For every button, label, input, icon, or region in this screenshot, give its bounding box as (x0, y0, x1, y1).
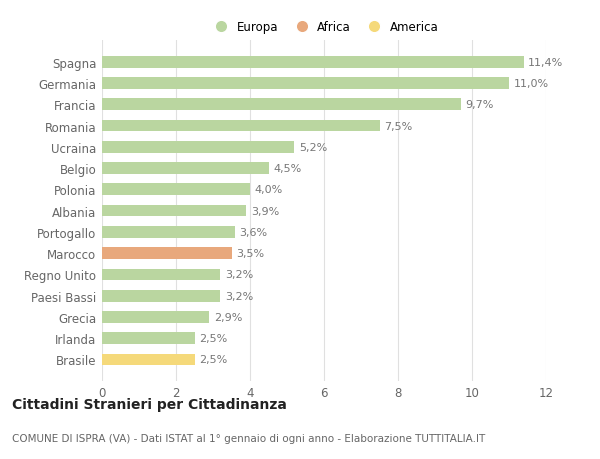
Bar (102, 290, 220, 302)
Text: 7,5%: 7,5% (384, 121, 412, 131)
Text: 3,9%: 3,9% (251, 206, 279, 216)
Text: 2,5%: 2,5% (199, 355, 227, 365)
Bar (102, 57, 524, 68)
Bar (102, 184, 250, 196)
Bar (102, 205, 247, 217)
Bar (102, 163, 269, 174)
Bar (102, 333, 194, 344)
Bar (102, 354, 194, 365)
Text: Cittadini Stranieri per Cittadinanza: Cittadini Stranieri per Cittadinanza (12, 397, 287, 412)
Text: 4,0%: 4,0% (254, 185, 283, 195)
Bar (102, 99, 461, 111)
Text: 3,2%: 3,2% (225, 270, 253, 280)
Text: 3,5%: 3,5% (236, 249, 264, 258)
Text: 11,0%: 11,0% (514, 79, 548, 89)
Text: 5,2%: 5,2% (299, 142, 327, 152)
Bar (102, 120, 380, 132)
Text: 9,7%: 9,7% (466, 100, 494, 110)
Legend: Europa, Africa, America: Europa, Africa, America (205, 17, 443, 39)
Text: 2,9%: 2,9% (214, 312, 242, 322)
Text: COMUNE DI ISPRA (VA) - Dati ISTAT al 1° gennaio di ogni anno - Elaborazione TUTT: COMUNE DI ISPRA (VA) - Dati ISTAT al 1° … (12, 433, 485, 442)
Text: 2,5%: 2,5% (199, 334, 227, 343)
Bar (102, 227, 235, 238)
Bar (102, 311, 209, 323)
Text: 3,6%: 3,6% (239, 227, 268, 237)
Text: 11,4%: 11,4% (528, 57, 563, 67)
Bar (102, 248, 232, 259)
Bar (102, 269, 220, 280)
Text: 4,5%: 4,5% (273, 164, 301, 174)
Bar (102, 78, 509, 90)
Bar (102, 142, 295, 153)
Text: 3,2%: 3,2% (225, 291, 253, 301)
